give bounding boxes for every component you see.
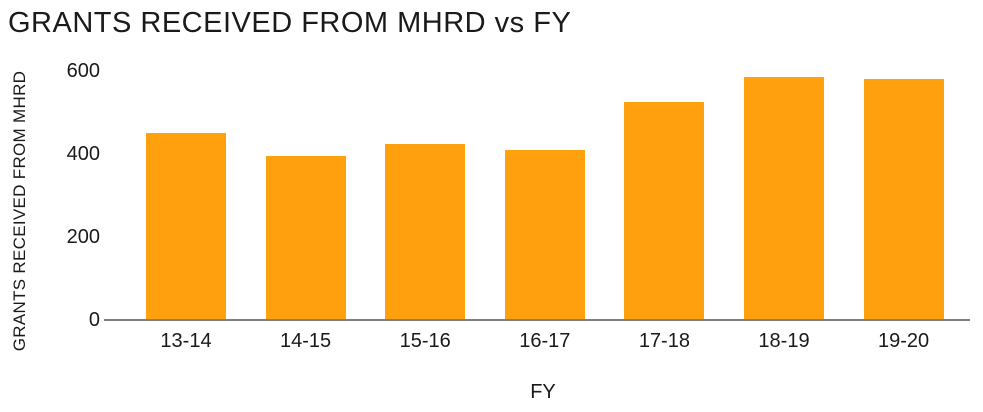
x-axis-line <box>104 319 970 321</box>
chart-title: GRANTS RECEIVED FROM MHRD vs FY <box>8 7 572 39</box>
x-axis-label: FY <box>530 381 556 403</box>
bar-18-19 <box>744 77 824 320</box>
x-tick-label: 17-18 <box>638 330 690 352</box>
x-tick-label: 13-14 <box>160 330 212 352</box>
y-tick-label: 200 <box>66 226 100 248</box>
y-tick-label: 600 <box>66 60 100 82</box>
x-tick-label: 14-15 <box>280 330 332 352</box>
y-tick-label: 400 <box>66 143 100 165</box>
x-tick-label: 16-17 <box>519 330 571 352</box>
x-tick-label: 15-16 <box>399 330 451 352</box>
x-tick-label: 18-19 <box>758 330 810 352</box>
bar-13-14 <box>146 133 226 320</box>
y-tick-label: 0 <box>88 309 100 331</box>
bar-15-16 <box>385 143 466 320</box>
bar-17-18 <box>624 102 705 320</box>
bar-14-15 <box>265 156 346 320</box>
x-tick-label: 19-20 <box>878 330 930 352</box>
bar-19-20 <box>863 79 944 320</box>
bar-16-17 <box>504 149 585 320</box>
